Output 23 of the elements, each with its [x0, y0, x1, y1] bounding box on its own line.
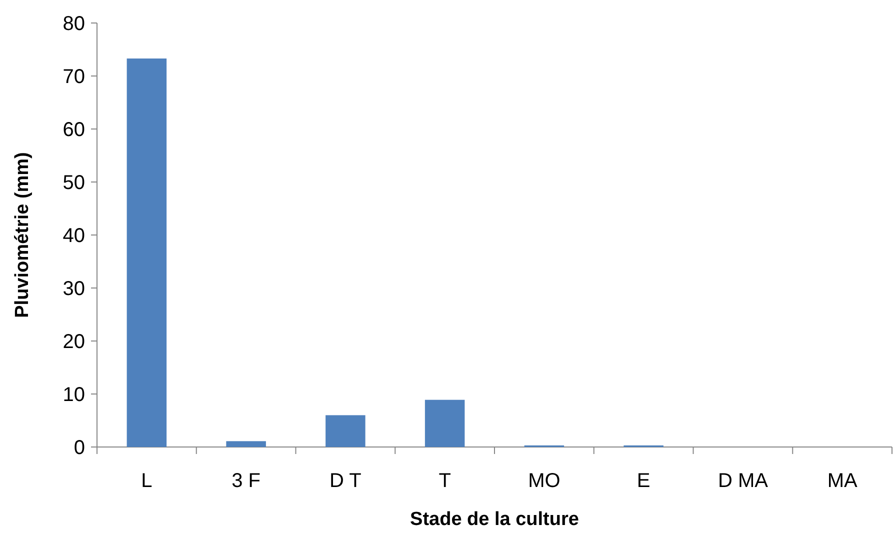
x-tick-label: MA: [827, 470, 858, 492]
x-tick-label: D T: [330, 470, 362, 492]
y-tick-label: 0: [74, 437, 85, 459]
bar: [226, 441, 266, 447]
y-tick-label: 30: [62, 278, 85, 300]
y-tick-label: 10: [62, 384, 85, 406]
bar: [424, 400, 465, 447]
x-tick-label: D MA: [718, 470, 769, 492]
y-tick-label: 20: [62, 331, 85, 353]
y-tick-label: 40: [62, 225, 85, 247]
y-tick-label: 70: [62, 66, 85, 88]
bar: [126, 58, 167, 447]
x-tick-label: MO: [528, 470, 560, 492]
x-tick-label: E: [636, 470, 650, 492]
x-axis-title: Stade de la culture: [410, 509, 579, 530]
x-tick-label: T: [438, 470, 451, 492]
y-tick-label: 50: [62, 172, 85, 194]
x-tick-label: L: [141, 470, 152, 492]
x-tick-label: 3 F: [232, 470, 261, 492]
y-axis-title: Pluviométrie (mm): [12, 152, 33, 318]
bar: [326, 415, 366, 447]
y-tick-label: 60: [62, 119, 85, 141]
y-tick-label: 80: [62, 13, 85, 35]
